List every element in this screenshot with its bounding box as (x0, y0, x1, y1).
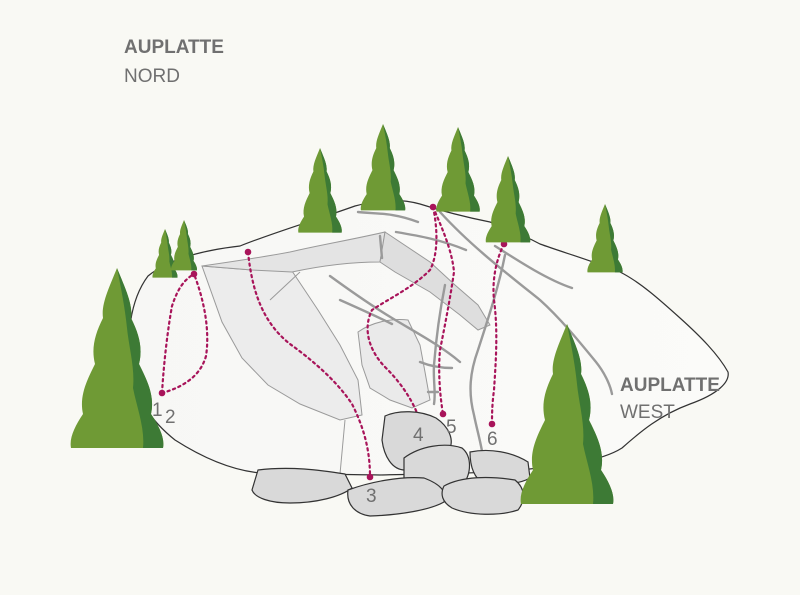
slab-flake (357, 319, 431, 409)
route-1-2-start-dot (158, 389, 166, 397)
route-1-line (160, 272, 196, 395)
crack-short-2 (418, 360, 454, 370)
crack-short-1 (378, 234, 384, 260)
area-west-subtitle: WEST (620, 402, 675, 423)
boulder-left (251, 467, 353, 504)
tree-large-right (520, 324, 614, 504)
area-west-title: AUPLATTE (620, 375, 720, 396)
tree-large-left (70, 268, 164, 448)
route-number-5: 5 (446, 417, 457, 438)
crack-long-2 (493, 244, 574, 290)
tree-medium-2 (360, 124, 406, 211)
route-number-6: 6 (487, 429, 498, 450)
crack-diag-1 (328, 274, 462, 364)
crack-long-1 (438, 210, 614, 396)
boulder-front (347, 477, 446, 517)
area-north-title: AUPLATTE (124, 37, 224, 58)
tree-small-3 (587, 204, 623, 273)
route-number-2: 2 (165, 407, 176, 428)
crack-top-1 (356, 210, 420, 224)
route-1-2-anchor-dot (190, 270, 198, 278)
tree-medium-4 (485, 156, 531, 243)
route-number-4: 4 (413, 425, 424, 446)
route-5-start-dot (439, 410, 447, 418)
route-number-1: 1 (152, 400, 163, 421)
route-3-anchor-dot (244, 248, 252, 256)
rock-edge-left (269, 271, 301, 301)
route-5-line (431, 205, 456, 416)
tree-small-2 (171, 220, 197, 271)
route-number-3: 3 (366, 486, 377, 507)
boulder-group (251, 411, 531, 517)
slab-center-ramp (379, 231, 491, 331)
tree-medium-3 (436, 127, 480, 212)
crack-diag-2 (338, 298, 394, 326)
route-6-start-dot (488, 420, 496, 428)
boulder-right-front (441, 476, 524, 515)
route-2-line (160, 272, 209, 395)
rock-edge-lower (339, 419, 346, 475)
area-north-subtitle: NORD (124, 66, 180, 87)
route-4-line (366, 205, 438, 420)
route-4-5-anchor-dot (429, 203, 437, 211)
tree-medium-1 (298, 148, 342, 233)
route-3-start-dot (366, 473, 374, 481)
route-3-line (246, 250, 372, 479)
crack-top-2 (394, 230, 468, 252)
route-6-line (490, 242, 506, 426)
